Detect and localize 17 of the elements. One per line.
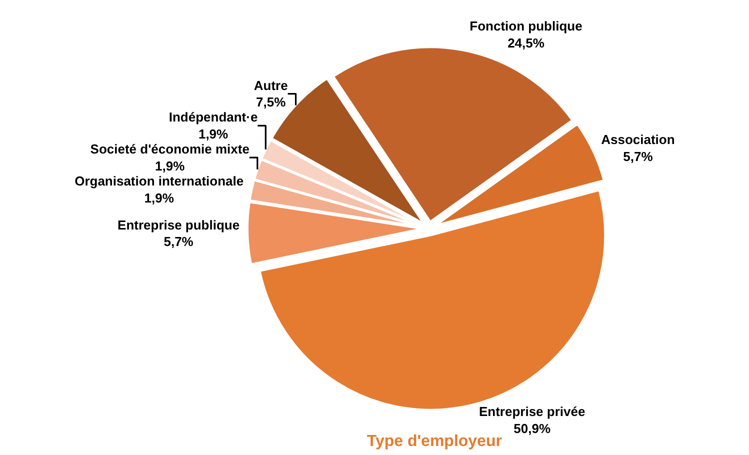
data-label: 24,5% [508,35,545,50]
slice-label: Fonction publique [470,18,582,34]
data-label: 7,5% [256,94,286,110]
data-label: 1,9% [155,158,186,174]
slice-label: Association [601,132,675,148]
data-label: 50,9% [514,421,551,436]
slice-label: Societé d'économie mixte [90,142,250,157]
text: Type d'employeur [366,432,502,450]
data-label: 5,7% [623,149,654,164]
slice-label: Autre [254,78,288,93]
slice-label: Entreprise publique [118,217,240,232]
data-label: 1,9% [198,126,229,142]
slice-label: Indépendant·e [168,110,258,125]
slice-label: Entreprise privée [478,404,586,420]
slice-label: Organisation internationale [74,174,244,189]
data-label: 1,9% [144,190,174,206]
data-label: 5,7% [164,234,194,250]
